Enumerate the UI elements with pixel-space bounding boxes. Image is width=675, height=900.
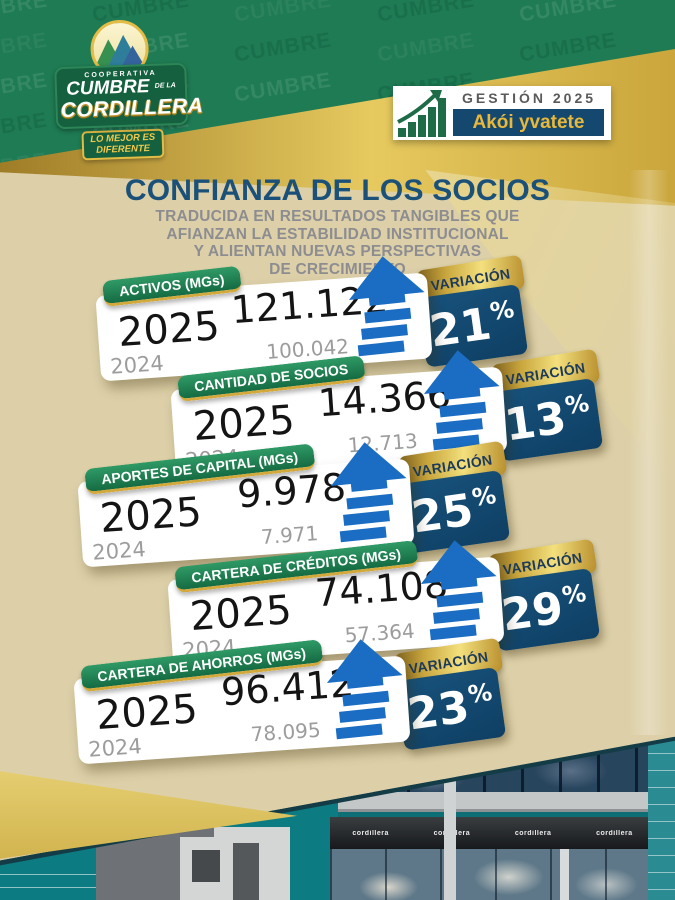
building-teal-strip xyxy=(338,812,655,817)
metric-row-creditos: VARIACIÓN 29% CARTERA DE CRÉDITOS (MGs) … xyxy=(162,538,607,666)
year-previous: 2024 xyxy=(109,351,165,379)
building-signage-band: cordillera cordillera cordillera cordill… xyxy=(330,817,655,849)
growth-arrow-icon xyxy=(330,442,407,543)
percent-sign: % xyxy=(470,481,498,513)
cumbre-watermark: CUMBRE xyxy=(0,28,50,67)
variation-badge: VARIACIÓN 23% xyxy=(393,637,517,757)
year-current: 2025 xyxy=(94,686,200,740)
percent-sign: % xyxy=(563,389,591,421)
building-beam xyxy=(338,792,655,812)
building-pillar xyxy=(560,849,569,900)
coop-logo: COOPERATIVA CUMBRE DE LA CORDILLERA LO M… xyxy=(53,18,204,161)
growth-arrow-icon xyxy=(420,540,497,641)
metric-row-aportes: VARIACIÓN 25% APORTES DE CAPITAL (MGs) 2… xyxy=(72,440,517,568)
year-previous: 2024 xyxy=(87,734,143,762)
subtitle-line-2: AFIANZAN LA ESTABILIDAD INSTITUCIONAL xyxy=(166,225,509,243)
building-window xyxy=(192,850,220,882)
year-current: 2025 xyxy=(188,587,294,641)
gestion-subtitle: Akói yvatete xyxy=(453,109,604,136)
gestion-badge: GESTIÓN 2025 Akói yvatete xyxy=(393,86,611,140)
logo-tagline: LO MEJOR ES DIFERENTE xyxy=(80,128,165,161)
variation-badge: VARIACIÓN 29% xyxy=(487,538,611,658)
cumbre-watermark: CUMBRE xyxy=(375,28,476,67)
cumbre-watermark: CUMBRE xyxy=(0,108,50,147)
growth-arrow-icon xyxy=(348,256,425,357)
storefront-sign-text: cordillera xyxy=(514,829,552,837)
storefront-sign-text: cordillera xyxy=(352,829,389,837)
building-structure-band xyxy=(180,827,214,837)
year-current: 2025 xyxy=(116,303,222,357)
growth-chart-icon xyxy=(397,90,446,137)
year-previous: 2024 xyxy=(91,537,147,565)
cumbre-watermark: CUMBRE xyxy=(233,0,334,27)
logo-banner: COOPERATIVA CUMBRE DE LA CORDILLERA xyxy=(54,62,204,130)
subtitle-line-1: TRADUCIDA EN RESULTADOS TANGIBLES QUE xyxy=(155,208,520,225)
logo-dela-text: DE LA xyxy=(154,82,176,90)
building-right-strip xyxy=(648,737,675,900)
year-current: 2025 xyxy=(191,397,297,451)
growth-arrow-icon xyxy=(326,639,403,740)
percent-sign: % xyxy=(488,295,516,327)
cumbre-watermark: CUMBRE xyxy=(233,68,334,107)
logo-cordillera-text: CORDILLERA xyxy=(60,94,204,123)
percent-sign: % xyxy=(560,579,588,611)
page-title: CONFIANZA DE LOS SOCIOS xyxy=(124,174,551,207)
metric-row-activos: VARIACIÓN 21% ACTIVOS (MGs) 2025 121.122… xyxy=(90,254,535,382)
variation-value: 23% xyxy=(395,667,507,751)
cumbre-watermark: CUMBRE xyxy=(0,68,50,107)
heading-block: CONFIANZA DE LOS SOCIOS TRADUCIDA EN RES… xyxy=(0,174,675,279)
logo-tagline-line2: DIFERENTE xyxy=(96,143,151,157)
variation-value: 29% xyxy=(489,568,601,652)
year-current: 2025 xyxy=(98,489,204,543)
subtitle-line-3: Y ALIENTAN NUEVAS PERSPECTIVAS xyxy=(193,243,482,261)
storefront-sign-text: cordillera xyxy=(596,829,633,837)
percent-sign: % xyxy=(466,678,494,710)
cumbre-watermark: CUMBRE xyxy=(375,0,476,27)
cumbre-watermark: CUMBRE xyxy=(233,28,334,67)
gestion-title: GESTIÓN 2025 xyxy=(461,90,597,106)
metric-row-ahorros: VARIACIÓN 23% CARTERA DE AHORROS (MGs) 2… xyxy=(68,637,513,765)
right-highlight-strip xyxy=(629,170,669,740)
cumbre-watermark: CUMBRE xyxy=(517,0,618,27)
building-lower-glass xyxy=(330,849,655,900)
building-door xyxy=(233,843,259,900)
cumbre-watermark: CUMBRE xyxy=(0,0,50,27)
